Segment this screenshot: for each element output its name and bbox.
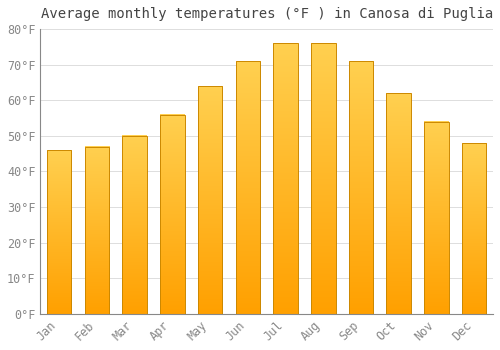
Bar: [198, 86, 222, 314]
Bar: [274, 43, 298, 314]
Bar: [47, 150, 72, 314]
Bar: [160, 114, 184, 314]
Bar: [386, 93, 411, 314]
Bar: [122, 136, 147, 314]
Bar: [236, 61, 260, 314]
Bar: [84, 147, 109, 314]
Bar: [462, 143, 486, 314]
Bar: [311, 43, 336, 314]
Title: Average monthly temperatures (°F ) in Canosa di Puglia: Average monthly temperatures (°F ) in Ca…: [40, 7, 493, 21]
Bar: [424, 122, 448, 314]
Bar: [348, 61, 374, 314]
